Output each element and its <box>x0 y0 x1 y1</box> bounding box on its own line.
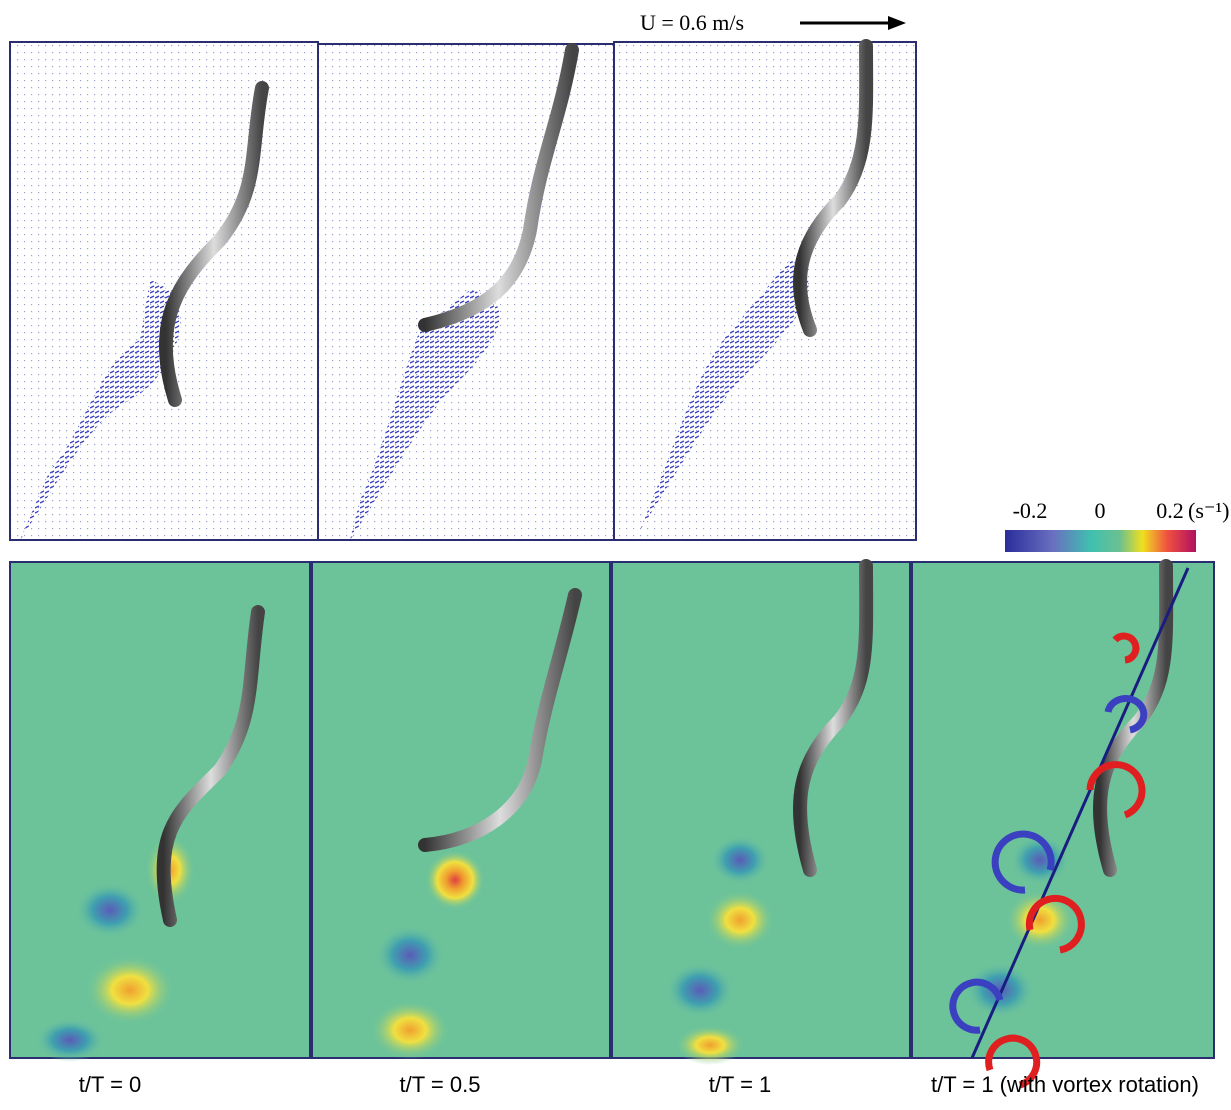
colorbar <box>1005 530 1196 552</box>
colorbar-label: 0.2 <box>1156 498 1184 523</box>
colorbar-label: -0.2 <box>1013 498 1048 523</box>
caption: t/T = 1 <box>709 1072 772 1097</box>
vorticity-panels <box>9 559 1215 1089</box>
colorbar-unit: (s⁻¹) <box>1188 498 1229 523</box>
caption: t/T = 1 (with vortex rotation) <box>931 1072 1199 1097</box>
caption: t/T = 0.5 <box>400 1072 481 1097</box>
piv-panels <box>9 39 917 541</box>
velocity-label: U = 0.6 m/s <box>640 10 744 35</box>
colorbar-label: 0 <box>1095 498 1106 523</box>
arrow-head <box>888 16 906 30</box>
caption: t/T = 0 <box>79 1072 142 1097</box>
